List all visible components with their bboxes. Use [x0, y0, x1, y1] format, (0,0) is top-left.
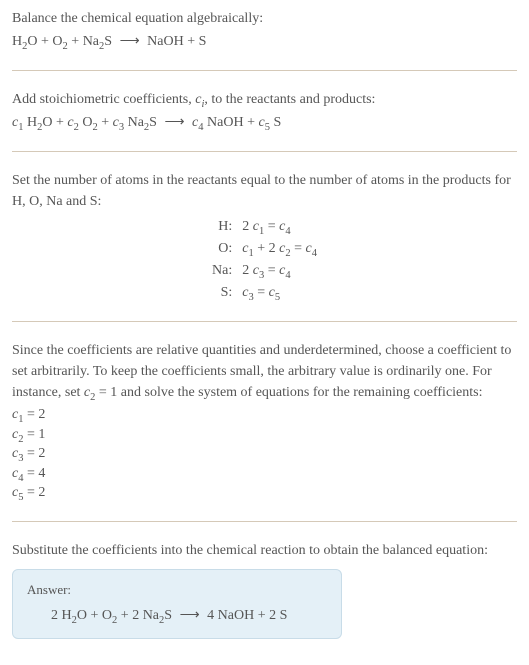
answer-label: Answer: — [27, 580, 327, 600]
atom-eq-na: 2 c3 = c4 — [242, 260, 517, 281]
reactant-1: H2O — [12, 34, 38, 49]
coefficient-results: c1 = 2 c2 = 1 c3 = 2 c4 = 4 c5 = 2 — [12, 405, 517, 503]
divider — [12, 321, 517, 322]
arrow-icon: ⟶ — [120, 31, 140, 52]
atom-label-o: O: — [12, 238, 232, 259]
atom-label-na: Na: — [12, 260, 232, 281]
product-2: S — [199, 34, 207, 49]
arrow-icon: ⟶ — [180, 605, 200, 626]
prompt-text: Balance the chemical equation algebraica… — [12, 8, 517, 29]
atom-label-s: S: — [12, 282, 232, 303]
arrow-icon: ⟶ — [164, 112, 184, 133]
reactant-2: O2 — [52, 34, 67, 49]
result-c5: c5 = 2 — [12, 483, 517, 503]
coefficient-equation: c1 H2O + c2 O2 + c3 Na2S ⟶ c4 NaOH + c5 … — [12, 112, 517, 133]
atom-eq-s: c3 = c5 — [242, 282, 517, 303]
product-1: NaOH — [147, 34, 184, 49]
answer-box: Answer: 2 H2O + O2 + 2 Na2S ⟶ 4 NaOH + 2… — [12, 569, 342, 640]
section-coefficients: Add stoichiometric coefficients, ci, to … — [12, 89, 517, 133]
section-prompt: Balance the chemical equation algebraica… — [12, 8, 517, 52]
coefficients-text: Add stoichiometric coefficients, ci, to … — [12, 89, 517, 110]
divider — [12, 521, 517, 522]
divider — [12, 70, 517, 71]
result-c1: c1 = 2 — [12, 405, 517, 425]
atom-eq-o: c1 + 2 c2 = c4 — [242, 238, 517, 259]
result-c4: c4 = 4 — [12, 464, 517, 484]
section-answer: Substitute the coefficients into the che… — [12, 540, 517, 640]
atom-eq-h: 2 c1 = c4 — [242, 216, 517, 237]
solve-text: Since the coefficients are relative quan… — [12, 340, 517, 403]
unbalanced-equation: H2O + O2 + Na2S ⟶ NaOH + S — [12, 31, 517, 52]
answer-intro-text: Substitute the coefficients into the che… — [12, 540, 517, 561]
result-c3: c3 = 2 — [12, 444, 517, 464]
section-solve: Since the coefficients are relative quan… — [12, 340, 517, 503]
atom-equation-table: H: 2 c1 = c4 O: c1 + 2 c2 = c4 Na: 2 c3 … — [12, 216, 517, 303]
balanced-equation: 2 H2O + O2 + 2 Na2S ⟶ 4 NaOH + 2 S — [27, 605, 327, 626]
atom-label-h: H: — [12, 216, 232, 237]
result-c2: c2 = 1 — [12, 425, 517, 445]
reactant-3: Na2S — [83, 34, 112, 49]
divider — [12, 151, 517, 152]
atom-balance-text: Set the number of atoms in the reactants… — [12, 170, 517, 212]
section-atom-balance: Set the number of atoms in the reactants… — [12, 170, 517, 303]
